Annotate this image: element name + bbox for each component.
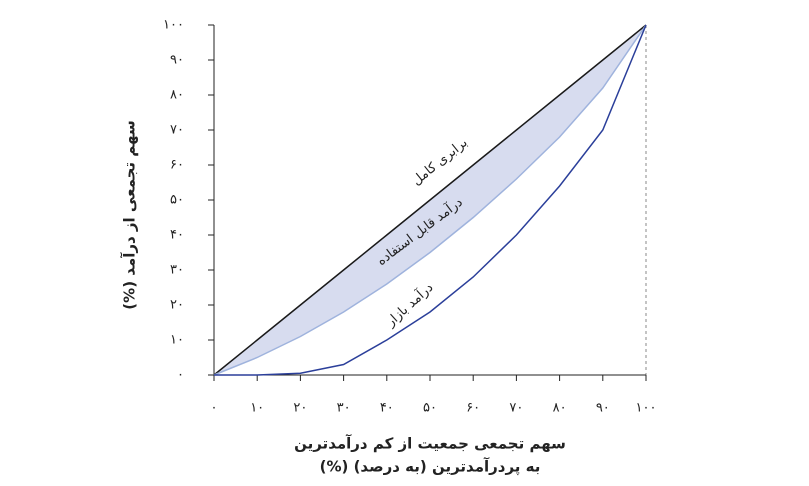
- x-tick-label: ۲۰: [293, 401, 307, 416]
- x-tick-label: ۹۰: [596, 401, 610, 416]
- y-axis-title: سهم تجمعی از درآمد (%): [121, 120, 139, 309]
- y-tick-label: ۱۰: [170, 333, 184, 348]
- x-axis-title: به پردرآمدترین (به درصد) (%): [320, 458, 541, 477]
- y-tick-label: ۳۰: [170, 263, 184, 278]
- line: [214, 24, 647, 376]
- series-label: درآمد بازار: [382, 279, 437, 331]
- x-tick-label: ۱۰۰: [636, 401, 657, 416]
- y-tick-label: ۱۰۰: [163, 18, 184, 33]
- y-tick-label: ۸۰: [170, 88, 184, 103]
- x-tick-label: ۴۰: [380, 401, 394, 416]
- line: [213, 24, 647, 376]
- x-tick-label: ۳۰: [337, 401, 351, 416]
- x-tick-label: ۵۰: [423, 401, 437, 416]
- x-tick-label: ۶۰: [466, 401, 480, 416]
- y-tick-label: ۴۰: [170, 228, 184, 243]
- y-tick-label: ۶۰: [170, 158, 184, 173]
- x-tick-label: ۸۰: [553, 401, 567, 416]
- y-tick-label: ۲۰: [170, 298, 184, 313]
- y-tick-label: ۷۰: [170, 123, 184, 138]
- x-axis-title: سهم تجمعی جمعیت از کم درآمدترین: [294, 435, 566, 453]
- y-tick-label: ۰: [177, 368, 184, 383]
- x-tick-label: ۱۰: [250, 401, 264, 416]
- line: [213, 24, 647, 376]
- y-tick-label: ۵۰: [170, 193, 184, 208]
- x-tick-label: ۷۰: [509, 401, 523, 416]
- x-tick-label: ۰: [211, 401, 218, 416]
- y-tick-label: ۹۰: [170, 53, 184, 68]
